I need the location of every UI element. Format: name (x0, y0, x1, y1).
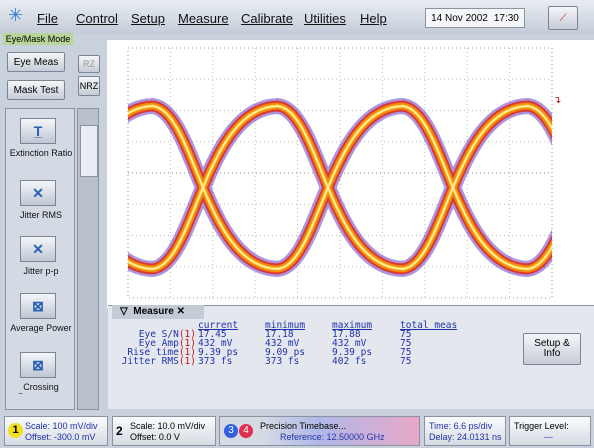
measurement-name: Rise time (127, 347, 179, 358)
cell: 373 fs (265, 356, 300, 367)
menu-item[interactable]: Control (76, 11, 118, 26)
cell: 432 mV (332, 338, 367, 349)
cell: 75 (400, 329, 412, 340)
delay: Delay: 24.0131 ns (429, 432, 502, 442)
row-label: Rise time(1) (127, 347, 196, 358)
cell: 9.39 ps (198, 347, 239, 358)
eye-trace (128, 105, 552, 270)
channel-number: 1 (8, 423, 23, 438)
cell: 75 (400, 356, 412, 367)
cell: 432 mV (265, 338, 300, 349)
trigger-value: --- (544, 432, 553, 442)
channel-3: 3 (224, 424, 238, 438)
column-header: current (198, 320, 239, 331)
column-header: maximum (332, 320, 373, 331)
channel: (1) (178, 329, 196, 340)
tool-label[interactable]: Extinction Ratio (9, 148, 73, 158)
clock: 14 Nov 2002 17:30 (425, 8, 525, 28)
menu-item[interactable]: Setup (131, 11, 165, 26)
cell: 17.18 (265, 329, 294, 340)
cell: 17.88 (332, 329, 361, 340)
reference: Reference: 12.50000 GHz (280, 432, 385, 442)
column-header: total meas (400, 320, 458, 331)
measure-title: Measure (133, 306, 174, 317)
column-header: minimum (265, 320, 306, 331)
measurement-name: Jitter RMS (121, 356, 179, 367)
cell: 75 (400, 338, 412, 349)
channel-4: 4 (239, 424, 253, 438)
nrz-button[interactable]: NRZ (78, 76, 100, 96)
mode-tab: Eye/Mask Mode (3, 33, 73, 45)
rz-button[interactable]: RZ (78, 55, 100, 73)
tool-icon[interactable]: ⊠ (20, 293, 56, 319)
cell: 17.45 (198, 329, 227, 340)
channel: (1) (178, 347, 196, 358)
scale: Scale: 10.0 mV/div (130, 421, 206, 431)
tool-label[interactable]: Jitter RMS (19, 210, 62, 220)
cell: 9.39 ps (332, 347, 373, 358)
tool-icon[interactable]: ✕ (20, 236, 56, 262)
level-marker: ↴ (553, 95, 561, 106)
menu-item[interactable]: Utilities (304, 11, 346, 26)
offset: Offset: -300.0 mV (25, 432, 96, 442)
mask-test-button[interactable]: Mask Test (7, 80, 65, 100)
measurement-name: Eye Amp (138, 338, 179, 349)
channel: (1) (178, 356, 196, 367)
logo: ✳ (8, 5, 24, 25)
menu-item[interactable]: File (37, 11, 58, 26)
setup-info-button[interactable]: Setup & Info (523, 333, 581, 365)
tool-icon[interactable]: T̲ (20, 118, 56, 144)
time-box[interactable]: Time: 6.6 ps/div Delay: 24.0131 ns (424, 416, 506, 446)
measure-tab[interactable]: ▽ Measure ✕ (112, 305, 204, 319)
channel-number: 2 (116, 424, 123, 438)
tool-label[interactable]: Crossing Percentage (18, 382, 64, 394)
menu-item[interactable]: Measure (178, 11, 229, 26)
tool-icon[interactable]: ✕ (20, 180, 56, 206)
measure-panel (108, 305, 594, 409)
channel: (1) (178, 338, 196, 349)
cell: 9.09 ps (265, 347, 306, 358)
tool-label[interactable]: Average Power (10, 323, 72, 333)
cell: 402 fs (332, 356, 367, 367)
measurement-name: Eye S/N (138, 329, 179, 340)
menu-item[interactable]: Help (360, 11, 387, 26)
offset: Offset: 0.0 V (130, 432, 180, 442)
time: 17:30 (493, 12, 519, 24)
eye-meas-button[interactable]: Eye Meas (7, 52, 65, 72)
channel-1[interactable]: 1 Scale: 100 mV/div Offset: -300.0 mV (4, 416, 108, 446)
eye-diagram: ↴ (127, 47, 561, 299)
cell: 75 (400, 347, 412, 358)
cell: 373 fs (198, 356, 233, 367)
tool-icon[interactable]: ⊠ (20, 352, 56, 378)
traces (128, 98, 552, 277)
app-icon[interactable]: ⟋ (548, 6, 578, 30)
menu-item[interactable]: Calibrate (241, 11, 294, 26)
tool-label[interactable]: Jitter p-p (23, 266, 59, 276)
timebase-title: Precision Timebase... (260, 421, 347, 431)
scrollbar[interactable] (77, 108, 99, 410)
timebase[interactable]: 3 4 Precision Timebase... Reference: 12.… (219, 416, 420, 446)
trigger-box[interactable]: Trigger Level: --- (509, 416, 591, 446)
row-label: Eye Amp(1) (138, 338, 196, 349)
cell: 432 mV (198, 338, 233, 349)
scale: Scale: 100 mV/div (25, 421, 98, 431)
trigger-label: Trigger Level: (514, 421, 569, 431)
date: 14 Nov 2002 (431, 12, 488, 24)
time-scale: Time: 6.6 ps/div (429, 421, 493, 431)
scroll-thumb[interactable] (80, 125, 98, 177)
row-label: Jitter RMS(1) (121, 356, 196, 367)
row-label: Eye S/N(1) (138, 329, 196, 340)
channel-2[interactable]: 2 Scale: 10.0 mV/div Offset: 0.0 V (112, 416, 216, 446)
